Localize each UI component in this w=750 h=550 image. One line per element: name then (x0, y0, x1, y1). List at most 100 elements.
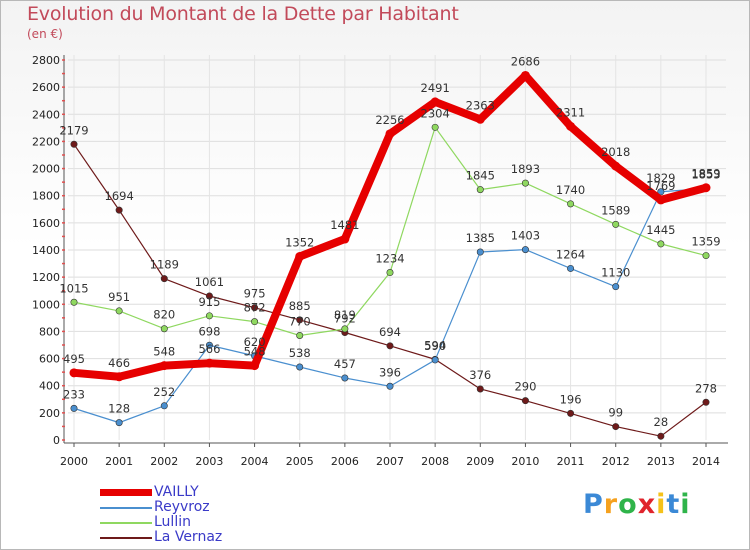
x-tick-label: 2004 (241, 455, 269, 468)
data-label: 1130 (601, 266, 630, 280)
data-point (657, 432, 665, 440)
data-point (567, 409, 575, 417)
data-label: 396 (379, 365, 401, 379)
x-tick-label: 2006 (331, 455, 359, 468)
chart-title: Evolution du Montant de la Dette par Hab… (27, 3, 459, 25)
data-label: 594 (424, 338, 446, 352)
data-point (475, 114, 485, 124)
data-label: 278 (695, 381, 717, 395)
x-tick-label: 2008 (421, 455, 449, 468)
data-label: 538 (289, 346, 311, 360)
unit-label: (en €) (27, 27, 63, 41)
data-label: 2363 (466, 98, 495, 112)
data-point (205, 292, 213, 300)
legend-swatch (100, 521, 152, 524)
data-label: 1740 (556, 183, 585, 197)
data-label: 1352 (285, 236, 314, 250)
data-label: 495 (63, 352, 85, 366)
data-point (205, 341, 213, 349)
data-label: 1264 (556, 247, 585, 261)
data-point (70, 298, 78, 306)
data-label: 233 (63, 387, 85, 401)
data-label: 1769 (646, 179, 675, 193)
data-label: 252 (153, 385, 175, 399)
data-point (567, 200, 575, 208)
data-label: 872 (244, 301, 266, 315)
x-tick-label: 2001 (105, 455, 133, 468)
y-tick-label: 1600 (32, 217, 60, 230)
legend-swatch (100, 506, 152, 509)
y-tick-label: 1200 (32, 271, 60, 284)
data-label: 1234 (375, 252, 404, 266)
data-point (114, 372, 124, 382)
data-label: 1694 (105, 189, 134, 203)
data-label-layer: 495 466 548 566 548 1352 1481 2256 2491 2363 2686 2… (59, 54, 720, 429)
data-label: 1445 (646, 223, 675, 237)
data-label: 466 (108, 356, 130, 370)
proxiti-logo: Proxiti (583, 489, 691, 520)
legend-item: La Vernaz (100, 530, 222, 545)
x-tick-label: 2009 (466, 455, 494, 468)
data-label: 196 (560, 392, 582, 406)
data-label: 1385 (466, 231, 495, 245)
y-tick-label: 0 (53, 434, 60, 447)
data-point (204, 358, 214, 368)
series-layer (69, 70, 711, 440)
data-point (159, 361, 169, 371)
y-tick-label: 1800 (32, 190, 60, 203)
data-label: 28 (654, 415, 669, 429)
legend-swatch (100, 489, 152, 496)
y-tick-label: 2400 (32, 108, 60, 121)
data-point (431, 123, 439, 131)
x-tick-label: 2010 (511, 455, 539, 468)
axis-layer: 0 200 400 600 800 1000 1200 1400 1600 1800 2000 220… (32, 54, 728, 468)
y-tick-label: 1000 (32, 298, 60, 311)
y-tick-label: 600 (39, 353, 60, 366)
y-tick-label: 1400 (32, 244, 60, 257)
data-point (656, 195, 666, 205)
data-point (70, 140, 78, 148)
data-label: 2018 (601, 145, 630, 159)
legend-label: Lullin (154, 514, 191, 530)
data-label: 548 (244, 345, 266, 359)
data-point (69, 368, 79, 378)
data-point (115, 419, 123, 427)
data-point (566, 121, 576, 131)
data-point (430, 97, 440, 107)
data-label: 2179 (59, 123, 88, 137)
data-label: 457 (334, 357, 356, 371)
data-label: 128 (108, 402, 130, 416)
data-point (611, 161, 621, 171)
data-label: 290 (514, 380, 536, 394)
data-point (251, 304, 259, 312)
data-point (205, 312, 213, 320)
x-tick-label: 2013 (647, 455, 675, 468)
data-label: 620 (244, 335, 266, 349)
data-label: 820 (153, 308, 175, 322)
data-point (386, 382, 394, 390)
data-point (296, 316, 304, 324)
data-point (431, 356, 439, 364)
data-label: 2256 (375, 113, 404, 127)
data-point (295, 252, 305, 262)
data-point (296, 331, 304, 339)
data-label: 590 (424, 339, 446, 353)
data-point (612, 283, 620, 291)
legend-swatch (100, 536, 152, 539)
legend-item: Reyvroz (100, 500, 222, 515)
data-label: 1853 (691, 168, 720, 182)
data-point (612, 423, 620, 431)
data-label: 1189 (150, 258, 179, 272)
data-point (70, 404, 78, 412)
data-label: 694 (379, 325, 401, 339)
data-point (115, 206, 123, 214)
y-tick-label: 2600 (32, 81, 60, 94)
data-point (160, 275, 168, 283)
y-tick-label: 2800 (32, 54, 60, 67)
legend-label: VAILLY (154, 484, 199, 500)
data-label: 1015 (59, 281, 88, 295)
data-point (521, 179, 529, 187)
legend-label: Reyvroz (154, 499, 210, 515)
data-point (250, 361, 260, 371)
